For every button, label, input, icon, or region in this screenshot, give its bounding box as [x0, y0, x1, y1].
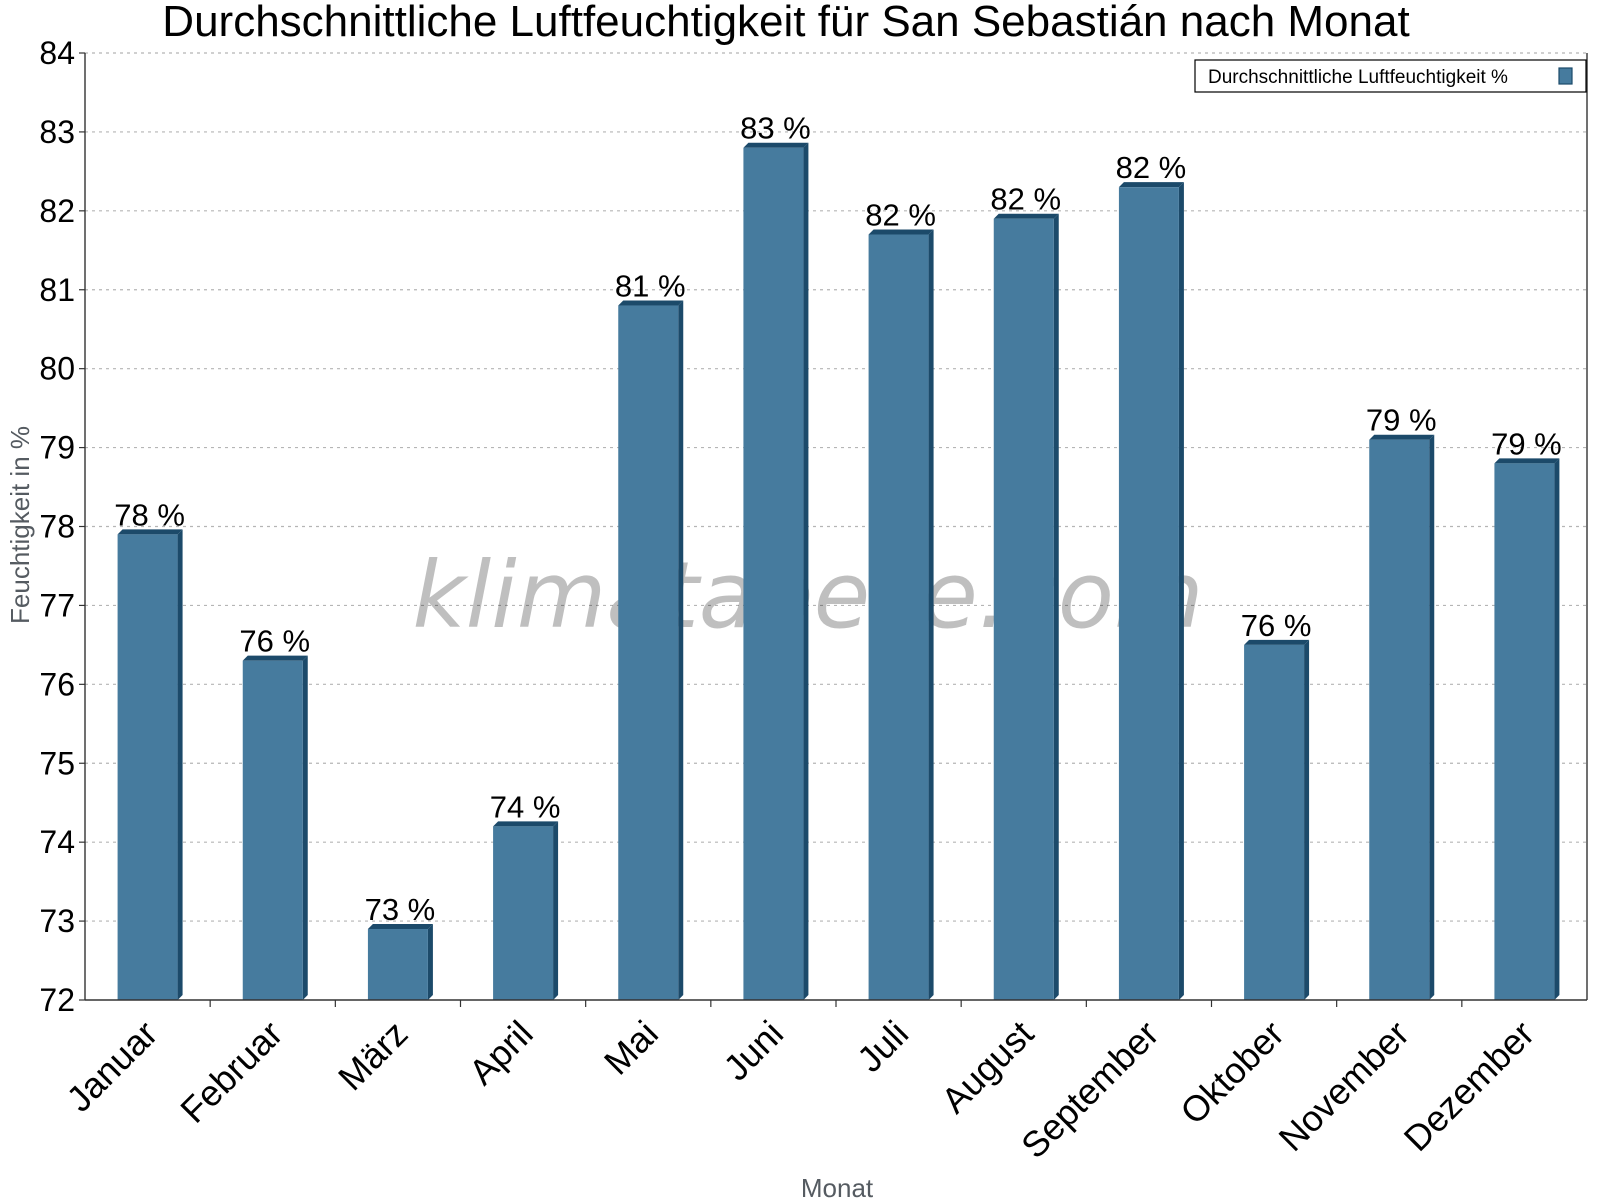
bar — [117, 534, 178, 1000]
bar — [993, 218, 1054, 1001]
bar-top — [1244, 639, 1310, 645]
data-label: 83 % — [740, 111, 811, 146]
x-tick-label: Mai — [596, 1013, 666, 1083]
x-tick-label: August — [933, 1013, 1041, 1121]
bar — [1494, 463, 1555, 1000]
bar-top — [993, 213, 1059, 219]
data-label: 82 % — [865, 198, 936, 233]
gridlines — [85, 52, 1587, 922]
x-tick-label: Februar — [172, 1013, 290, 1131]
x-tick-label: Dezember — [1396, 1013, 1542, 1159]
data-label: 76 % — [1241, 608, 1312, 643]
bar-top — [868, 229, 934, 235]
y-tick-label: 82 — [39, 193, 75, 229]
bar-side — [678, 300, 684, 1000]
bar-side — [177, 529, 183, 1000]
data-label: 79 % — [1366, 403, 1437, 438]
y-tick-label: 80 — [39, 351, 75, 387]
bar-side — [1178, 182, 1184, 1001]
bar-top — [1369, 434, 1435, 440]
y-tick-label: 81 — [39, 272, 75, 308]
bar — [618, 305, 679, 1000]
y-tick-labels: 72 73 74 75 76 77 78 79 80 81 82 83 84 — [39, 35, 75, 1018]
y-tick-label: 75 — [39, 745, 75, 781]
bar-side — [302, 655, 308, 1000]
bar-side — [1304, 639, 1310, 1000]
axes — [79, 52, 1588, 1007]
bar-side — [1429, 434, 1435, 1001]
x-tick-label: September — [1013, 1013, 1167, 1167]
legend: Durchschnittliche Luftfeuchtigkeit % — [1194, 59, 1587, 93]
y-tick-label: 79 — [39, 430, 75, 466]
bar-top — [618, 300, 684, 306]
bar — [242, 660, 303, 1000]
bar — [743, 147, 804, 1000]
bar-side — [928, 229, 934, 1001]
x-tick-label: November — [1270, 1013, 1416, 1159]
data-label: 76 % — [239, 624, 310, 659]
x-tick-label: Juni — [715, 1013, 791, 1089]
x-axis-label: Monat — [801, 1173, 874, 1200]
bar — [1244, 644, 1305, 1000]
bar — [493, 826, 554, 1000]
legend-box — [1194, 59, 1587, 93]
bar — [868, 234, 929, 1001]
bar-top — [1118, 182, 1184, 188]
bar-top — [242, 655, 308, 661]
y-tick-label: 76 — [39, 666, 75, 702]
bar-side — [1554, 458, 1560, 1000]
data-labels: 78 % 76 % 73 % 74 % 81 % 83 % 82 % 82 % 82 % 76 %… — [114, 111, 1562, 927]
bar — [1118, 187, 1179, 1001]
bars — [117, 142, 1560, 1001]
y-tick-label: 84 — [39, 35, 75, 71]
data-label: 73 % — [365, 892, 436, 927]
bar — [1369, 439, 1430, 1001]
y-tick-label: 83 — [39, 114, 75, 150]
bar — [367, 928, 428, 1000]
x-tick-labels: Januar Februar März April Mai Juni Juli AugustS… — [58, 1013, 1542, 1167]
bar-top — [1494, 458, 1560, 464]
bar-side — [803, 142, 809, 1000]
y-tick-label: 78 — [39, 509, 75, 545]
bar-side — [1053, 213, 1059, 1001]
data-label: 79 % — [1491, 426, 1562, 461]
data-label: 74 % — [490, 789, 561, 824]
x-tick-label: Oktober — [1172, 1013, 1292, 1133]
data-label: 78 % — [114, 497, 185, 532]
x-tick-label: Januar — [58, 1013, 165, 1120]
bar-top — [493, 821, 559, 827]
data-label: 81 % — [615, 269, 686, 304]
y-axis-label: Feuchtigkeit in % — [5, 426, 35, 624]
bar-side — [427, 923, 433, 1000]
bar-side — [553, 821, 559, 1000]
legend-swatch — [1558, 67, 1573, 85]
y-tick-label: 74 — [39, 824, 75, 860]
legend-label: Durchschnittliche Luftfeuchtigkeit % — [1208, 67, 1508, 88]
x-tick-label: Juli — [849, 1013, 916, 1080]
bar-top — [367, 923, 433, 929]
bar-top — [743, 142, 809, 148]
chart-title: Durchschnittliche Luftfeuchtigkeit für S… — [162, 0, 1409, 46]
x-tick-label: März — [330, 1013, 416, 1099]
y-tick-label: 72 — [39, 982, 75, 1018]
x-tick-label: April — [461, 1013, 541, 1093]
y-tick-label: 77 — [39, 587, 75, 623]
data-label: 82 % — [990, 182, 1061, 217]
data-label: 82 % — [1116, 150, 1187, 185]
y-tick-label: 73 — [39, 903, 75, 939]
bar-top — [117, 529, 183, 535]
